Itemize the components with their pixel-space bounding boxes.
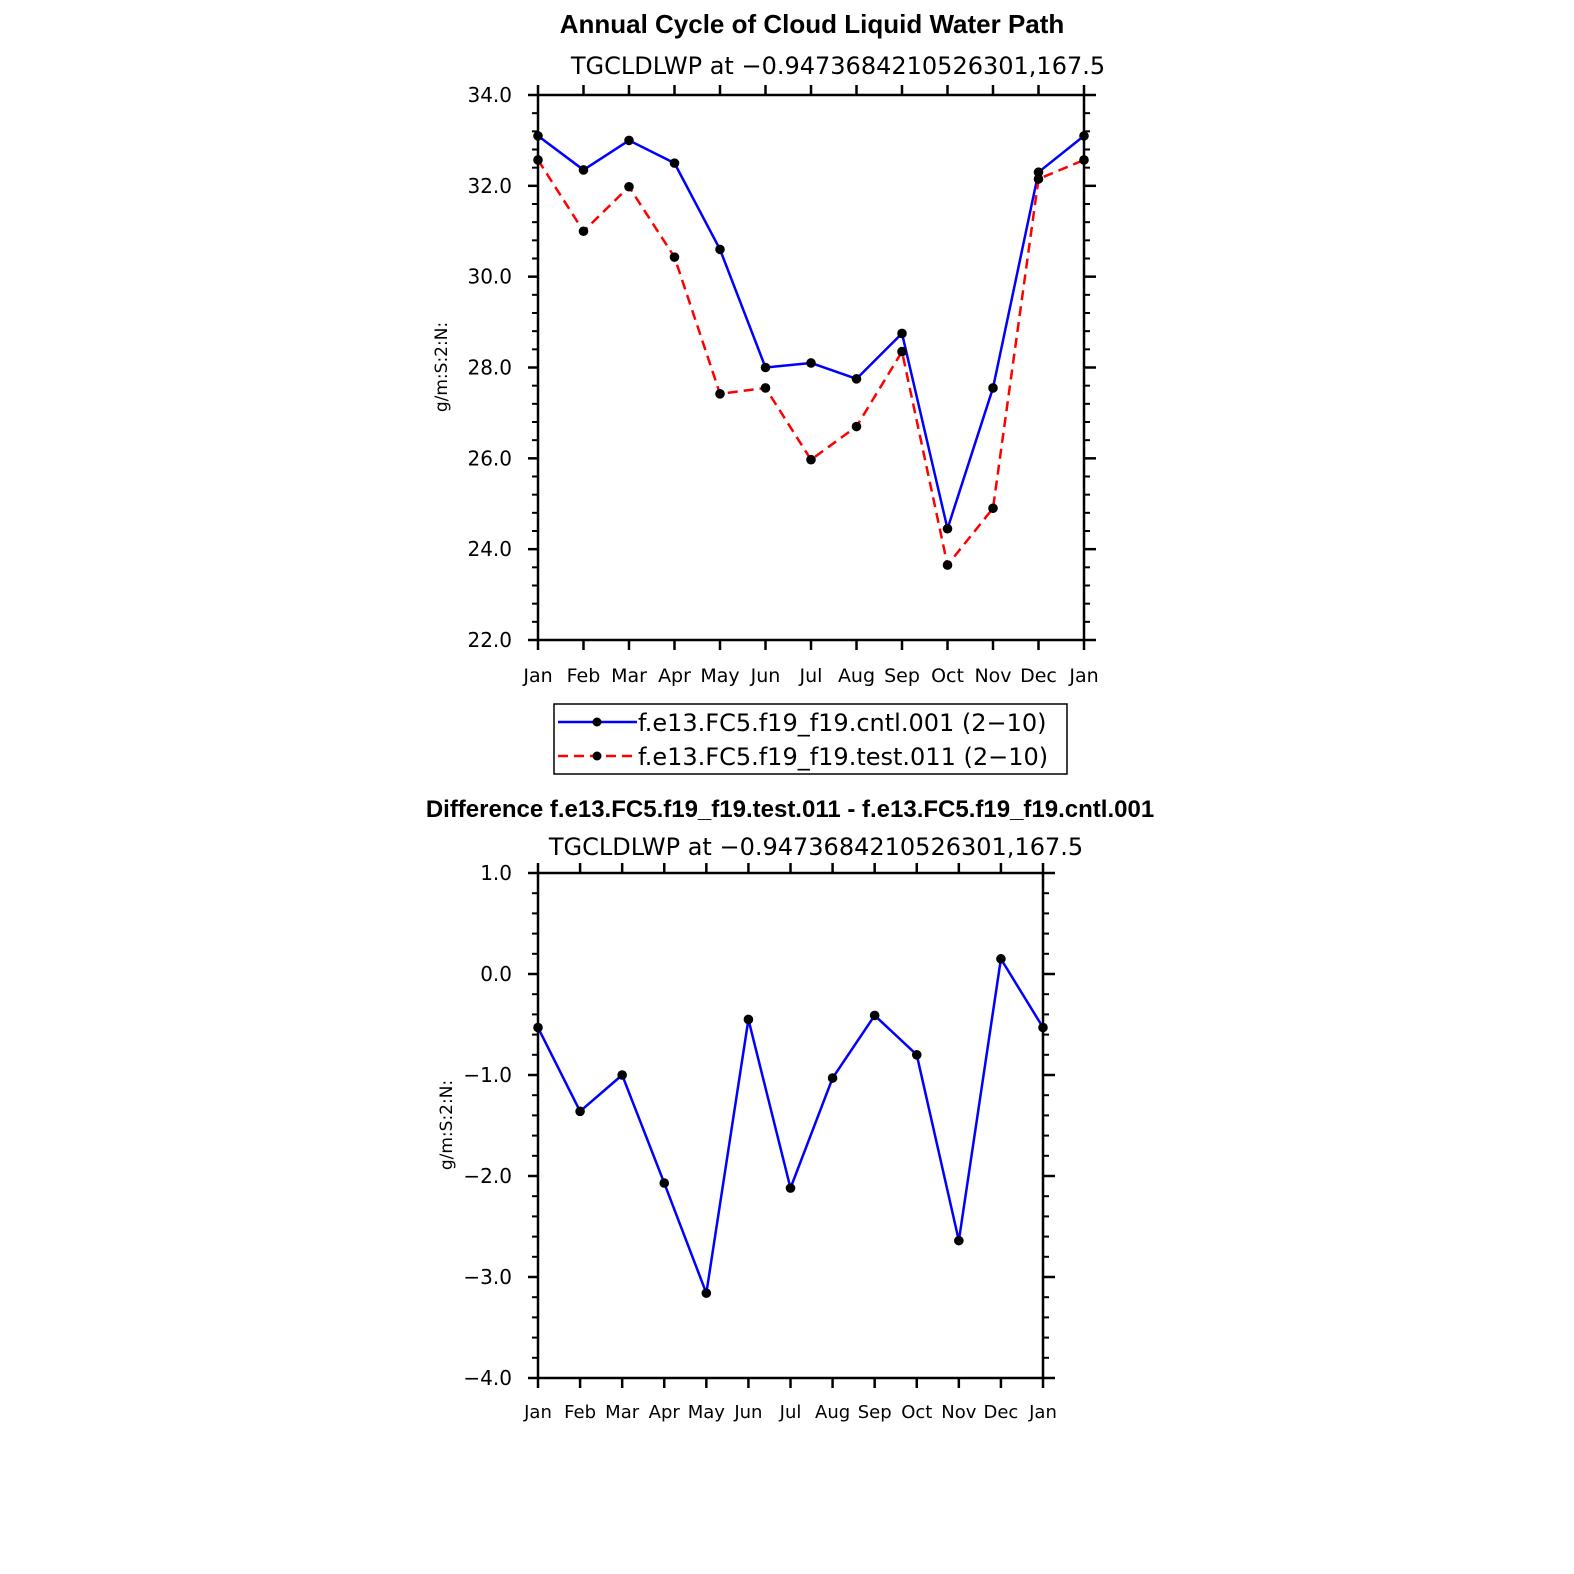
y-tick-label: 0.0 [480, 962, 512, 986]
series-line-0 [536, 957, 1045, 1295]
legend-box [553, 703, 1068, 775]
x-tick-label: Nov [941, 1402, 976, 1423]
x-tick-label: Jun [733, 1402, 762, 1423]
data-point [827, 1073, 838, 1083]
legend-entry-test: f.e13.FC5.f19_f19.test.011 (2−10) [638, 743, 1048, 771]
data-point [617, 1070, 627, 1080]
x-tick-label: Dec [983, 1402, 1018, 1423]
data-point [806, 454, 816, 465]
y-tick-label: 22.0 [467, 628, 512, 652]
data-point [624, 181, 634, 192]
y-axis-label: g/m:S:2:N: [437, 1080, 457, 1170]
x-tick-label: Aug [838, 665, 875, 687]
x-tick-label: Jan [523, 1402, 552, 1423]
x-tick-label: May [688, 1402, 726, 1423]
x-tick-label: Mar [605, 1402, 640, 1423]
y-tick-label: −1.0 [463, 1063, 512, 1087]
plot-area: Jan Feb Mar Apr May Jun Jul Aug Sep Oct Nov Dec Jan 3… [467, 83, 1098, 687]
x-tick-label: Oct [901, 1402, 932, 1423]
data-point [806, 358, 816, 368]
chart-subtitle: TGCLDLWP at −0.9473684210526301,167.5 [548, 833, 1083, 861]
y-tick-label: 26.0 [467, 446, 512, 470]
data-point [1033, 167, 1044, 178]
y-tick-label: 32.0 [467, 174, 512, 198]
x-tick-label: Jun [750, 665, 781, 687]
x-tick-label: Sep [858, 1402, 892, 1423]
y-tick-label: 1.0 [480, 861, 512, 885]
y-tick-label: −2.0 [463, 1164, 512, 1188]
data-point [669, 252, 680, 262]
y-tick-label: 24.0 [467, 537, 512, 561]
data-point [659, 1178, 670, 1188]
y-tick-label: −4.0 [463, 1366, 512, 1390]
x-tick-label: Oct [931, 665, 964, 687]
data-point [1038, 1022, 1048, 1033]
data-point [578, 226, 589, 237]
chart-title: Annual Cycle of Cloud Liquid Water Path [560, 9, 1065, 39]
x-tick-label: Dec [1020, 665, 1057, 687]
data-point [785, 1183, 796, 1193]
data-point [897, 346, 907, 357]
data-point [533, 1022, 543, 1033]
x-tick-label: Apr [658, 665, 691, 687]
plot-frame [536, 871, 1045, 1380]
data-point [715, 389, 725, 399]
data-point [851, 374, 862, 384]
x-tick-label: Jan [522, 665, 552, 687]
x-tick-label: Feb [564, 1402, 596, 1423]
data-point [701, 1288, 712, 1298]
data-point [988, 383, 998, 393]
x-tick-label: Apr [649, 1402, 681, 1423]
data-point [669, 158, 680, 168]
data-point [869, 1010, 880, 1021]
data-point [851, 421, 862, 432]
x-tick-label: Jul [799, 665, 823, 687]
legend-entry-cntl: f.e13.FC5.f19_f19.cntl.001 (2−10) [638, 709, 1047, 737]
data-point [743, 1014, 754, 1025]
x-tick-label: Jul [779, 1402, 802, 1423]
data-point [715, 244, 725, 255]
legend-marker-test [592, 751, 602, 761]
x-tick-label: Sep [884, 665, 920, 687]
data-point [942, 560, 953, 570]
difference-chart: Difference f.e13.FC5.f19_f19.test.011 - … [426, 796, 1154, 1423]
data-point [911, 1050, 922, 1060]
data-point [942, 523, 953, 534]
chart-title: Difference f.e13.FC5.f19_f19.test.011 - … [426, 796, 1154, 823]
legend-marker-cntl [592, 717, 602, 727]
series-group [533, 954, 1048, 1298]
data-point [1079, 131, 1089, 141]
data-point [533, 155, 543, 165]
y-tick-label: 30.0 [467, 265, 512, 289]
data-point [575, 1106, 585, 1117]
series-group [533, 131, 1089, 570]
x-tick-label: Jan [1028, 1402, 1057, 1423]
data-point [988, 503, 998, 514]
plot-area: Jan Feb Mar Apr May Jun Jul Aug Sep Oct Nov Dec Jan 1… [463, 861, 1056, 1423]
y-tick-label: 28.0 [467, 356, 512, 380]
annual-cycle-chart: Annual Cycle of Cloud Liquid Water Path … [432, 9, 1105, 775]
chart-subtitle: TGCLDLWP at −0.9473684210526301,167.5 [570, 52, 1105, 80]
x-tick-label: Jan [1068, 665, 1098, 687]
data-point [1033, 174, 1044, 184]
data-point [954, 1235, 964, 1246]
y-tick-label: 34.0 [467, 83, 512, 107]
data-point [578, 165, 589, 175]
data-point [760, 362, 771, 373]
data-point [1079, 155, 1089, 165]
data-point [624, 135, 634, 146]
data-point [996, 954, 1006, 964]
x-tick-label: Feb [567, 665, 601, 687]
x-tick-label: Nov [974, 665, 1011, 687]
data-point [533, 131, 543, 141]
legend: f.e13.FC5.f19_f19.cntl.001 (2−10) f.e13.… [553, 703, 1068, 775]
data-point [760, 383, 771, 393]
x-tick-label: Mar [611, 665, 647, 687]
x-tick-label: May [700, 665, 739, 687]
data-point [897, 328, 907, 339]
y-axis-label: g/m:S:2:N: [432, 322, 452, 412]
x-tick-label: Aug [815, 1402, 850, 1423]
y-tick-label: −3.0 [463, 1265, 512, 1289]
